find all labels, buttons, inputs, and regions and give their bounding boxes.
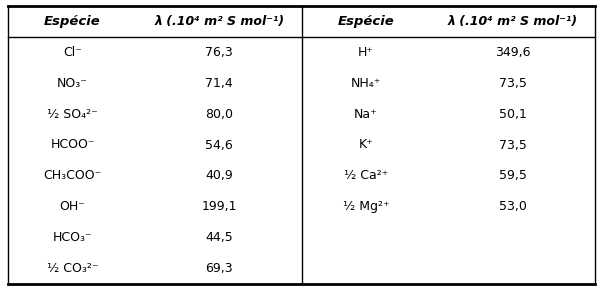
Text: Cl⁻: Cl⁻ — [63, 46, 82, 59]
Text: Na⁺: Na⁺ — [354, 108, 378, 121]
Text: 40,9: 40,9 — [206, 169, 233, 182]
Text: 76,3: 76,3 — [206, 46, 233, 59]
Text: 54,6: 54,6 — [206, 139, 233, 151]
Text: ½ Ca²⁺: ½ Ca²⁺ — [344, 169, 388, 182]
Text: λ (.10⁴ m² S mol⁻¹): λ (.10⁴ m² S mol⁻¹) — [448, 15, 578, 28]
Text: 349,6: 349,6 — [495, 46, 531, 59]
Text: 71,4: 71,4 — [206, 77, 233, 90]
Text: 80,0: 80,0 — [205, 108, 233, 121]
Text: 73,5: 73,5 — [499, 139, 527, 151]
Text: 73,5: 73,5 — [499, 77, 527, 90]
Text: ½ Mg²⁺: ½ Mg²⁺ — [343, 200, 390, 213]
Text: ½ CO₃²⁻: ½ CO₃²⁻ — [47, 262, 98, 275]
Text: 53,0: 53,0 — [499, 200, 527, 213]
Text: 50,1: 50,1 — [499, 108, 527, 121]
Text: OH⁻: OH⁻ — [60, 200, 86, 213]
Text: ½ SO₄²⁻: ½ SO₄²⁻ — [47, 108, 98, 121]
Text: HCOO⁻: HCOO⁻ — [50, 139, 95, 151]
Text: NO₃⁻: NO₃⁻ — [57, 77, 88, 90]
Text: K⁺: K⁺ — [359, 139, 373, 151]
Text: H⁺: H⁺ — [358, 46, 374, 59]
Text: Espécie: Espécie — [44, 15, 101, 28]
Text: NH₄⁺: NH₄⁺ — [351, 77, 381, 90]
Text: 69,3: 69,3 — [206, 262, 233, 275]
Text: Espécie: Espécie — [338, 15, 394, 28]
Text: λ (.10⁴ m² S mol⁻¹): λ (.10⁴ m² S mol⁻¹) — [154, 15, 285, 28]
Text: 59,5: 59,5 — [499, 169, 527, 182]
Text: CH₃COO⁻: CH₃COO⁻ — [43, 169, 102, 182]
Text: HCO₃⁻: HCO₃⁻ — [52, 231, 92, 244]
Text: 44,5: 44,5 — [206, 231, 233, 244]
Text: 199,1: 199,1 — [201, 200, 237, 213]
